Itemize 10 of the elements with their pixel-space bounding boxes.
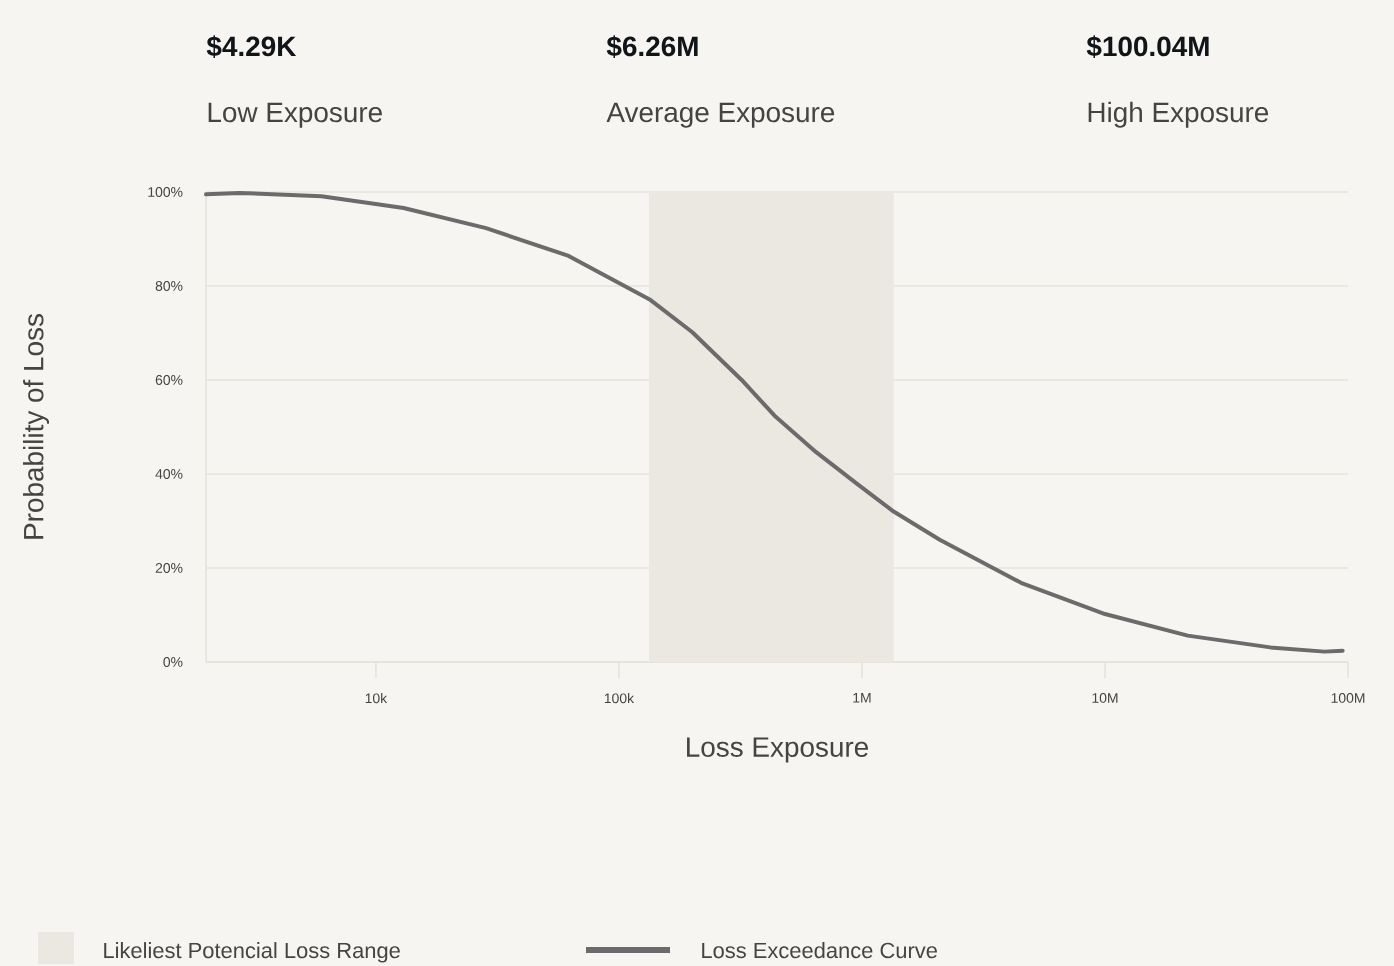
x-axis-title: Loss Exposure: [687, 737, 869, 763]
text: Average Exposure: [606, 102, 835, 128]
legend-label: Loss Exceedance Curve: [702, 942, 937, 959]
legend-label: Likeliest Potencial Loss Range: [104, 942, 400, 963]
text: $4.29K: [206, 35, 297, 59]
y-axis-title: Probability of Loss: [23, 314, 50, 539]
text: Low Exposure: [208, 102, 382, 128]
text: $100.04M: [1086, 35, 1209, 59]
text: High Exposure: [1088, 101, 1269, 128]
text: $6.26M: [606, 35, 698, 59]
